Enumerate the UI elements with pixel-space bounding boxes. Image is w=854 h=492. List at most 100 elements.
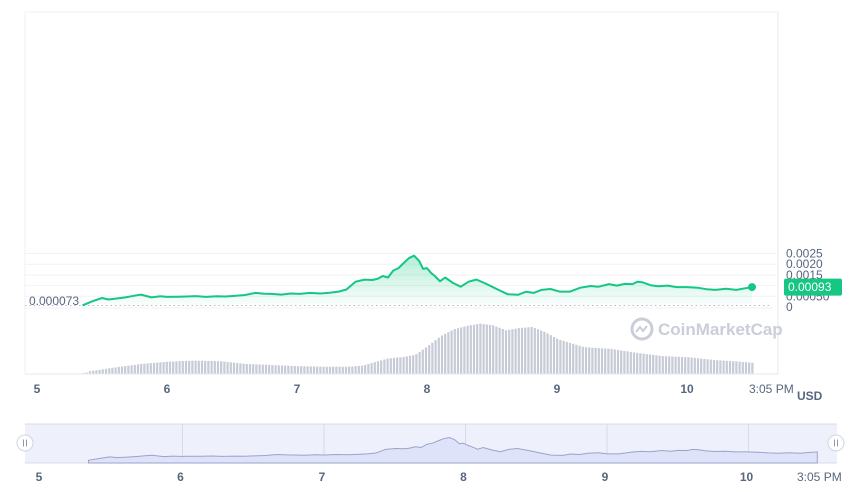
baseline-label: 0.000073	[29, 294, 79, 308]
volume-bar	[658, 355, 661, 374]
volume-bar	[527, 327, 530, 374]
volume-bar	[117, 366, 120, 374]
volume-bar	[268, 364, 271, 374]
volume-bar	[578, 345, 581, 374]
volume-bar	[200, 360, 204, 374]
volume-bar	[108, 368, 111, 374]
volume-bar	[213, 361, 216, 374]
volume-bar	[252, 364, 255, 374]
volume-bar	[264, 364, 268, 374]
volume-bar	[156, 362, 159, 374]
volume-bar	[460, 327, 463, 374]
volume-bar	[744, 362, 748, 374]
volume-bar	[469, 325, 472, 374]
volume-bar	[175, 361, 178, 374]
volume-bar	[652, 354, 655, 374]
price-area	[82, 255, 752, 306]
volume-bar	[645, 354, 648, 374]
volume-bar	[360, 365, 364, 374]
volume-bar	[642, 353, 645, 374]
volume-bar	[495, 326, 498, 374]
volume-bar	[536, 329, 540, 374]
volume-bar	[287, 365, 290, 374]
volume-bar	[472, 324, 476, 374]
volume-bar	[700, 358, 703, 374]
volume-bar	[709, 359, 712, 374]
volume-bar	[632, 352, 636, 374]
navigator-tick-label: 7	[319, 470, 326, 484]
volume-bar	[293, 366, 296, 374]
volume-bar	[207, 360, 210, 374]
volume-bar	[274, 365, 277, 374]
volume-bar	[722, 360, 725, 374]
volume-bar	[124, 366, 127, 374]
volume-bar	[492, 325, 495, 374]
volume-bar	[92, 370, 95, 374]
volume-bar	[629, 351, 632, 374]
volume-bar	[412, 355, 415, 374]
x-tick-label: 10	[680, 382, 694, 396]
right-handle-knob[interactable]	[827, 434, 845, 452]
volume-bar	[373, 362, 376, 374]
volume-bar	[568, 342, 572, 374]
volume-bar	[216, 361, 220, 374]
volume-bar	[530, 327, 533, 374]
y-tick-label: 0.0015	[786, 268, 823, 282]
volume-bar	[309, 366, 312, 374]
volume-bar	[383, 359, 386, 374]
volume-bar	[501, 329, 504, 374]
volume-bar	[143, 363, 146, 374]
range-navigator[interactable]	[16, 423, 845, 464]
current-price-label: 0.00093	[788, 280, 832, 294]
navigator-tick-label: 5	[36, 470, 43, 484]
volume-bar	[524, 327, 527, 374]
volume-bar	[341, 366, 344, 374]
volume-bar	[428, 345, 431, 374]
x-tick-label: 3:05 PM	[749, 382, 794, 396]
volume-bar	[748, 362, 751, 374]
volume-bar	[597, 348, 600, 374]
volume-bar	[248, 364, 252, 374]
volume-bar	[348, 366, 351, 374]
volume-bar	[549, 335, 552, 374]
volume-bar	[626, 351, 629, 374]
volume-bar	[229, 362, 232, 374]
navigator-right-handle[interactable]	[827, 434, 845, 452]
volume-bar	[431, 342, 434, 374]
volume-bar	[111, 367, 114, 374]
volume-bar	[680, 356, 684, 374]
navigator-tick-label: 9	[602, 470, 609, 484]
volume-bar	[520, 327, 524, 374]
volume-bar	[181, 361, 184, 374]
volume-bars	[82, 323, 754, 374]
volume-bar	[437, 337, 440, 374]
volume-bar	[463, 326, 466, 374]
volume-bar	[540, 330, 543, 374]
volume-bar	[664, 356, 668, 374]
volume-bar	[661, 356, 664, 374]
volume-bar	[130, 365, 133, 374]
volume-bar	[290, 365, 293, 374]
volume-bar	[316, 366, 319, 374]
volume-bar	[376, 361, 380, 374]
volume-bar	[616, 350, 620, 374]
volume-bar	[604, 348, 607, 374]
volume-bar	[671, 356, 674, 374]
volume-bar	[380, 360, 383, 374]
volume-bar	[623, 351, 626, 374]
volume-bar	[728, 361, 732, 374]
volume-bar	[735, 361, 738, 374]
navigator-tick-label: 3:05 PM	[797, 470, 842, 484]
navigator-left-handle[interactable]	[16, 434, 34, 452]
volume-bar	[85, 372, 88, 374]
volume-bar	[194, 360, 197, 374]
volume-bar	[559, 340, 562, 374]
volume-bar	[479, 323, 482, 374]
volume-bar	[511, 329, 514, 374]
left-handle-knob[interactable]	[16, 434, 34, 452]
volume-bar	[351, 366, 354, 374]
volume-bar	[149, 363, 152, 374]
x-tick-label: 8	[424, 382, 431, 396]
volume-bar	[610, 349, 613, 374]
volume-bar	[191, 360, 194, 374]
